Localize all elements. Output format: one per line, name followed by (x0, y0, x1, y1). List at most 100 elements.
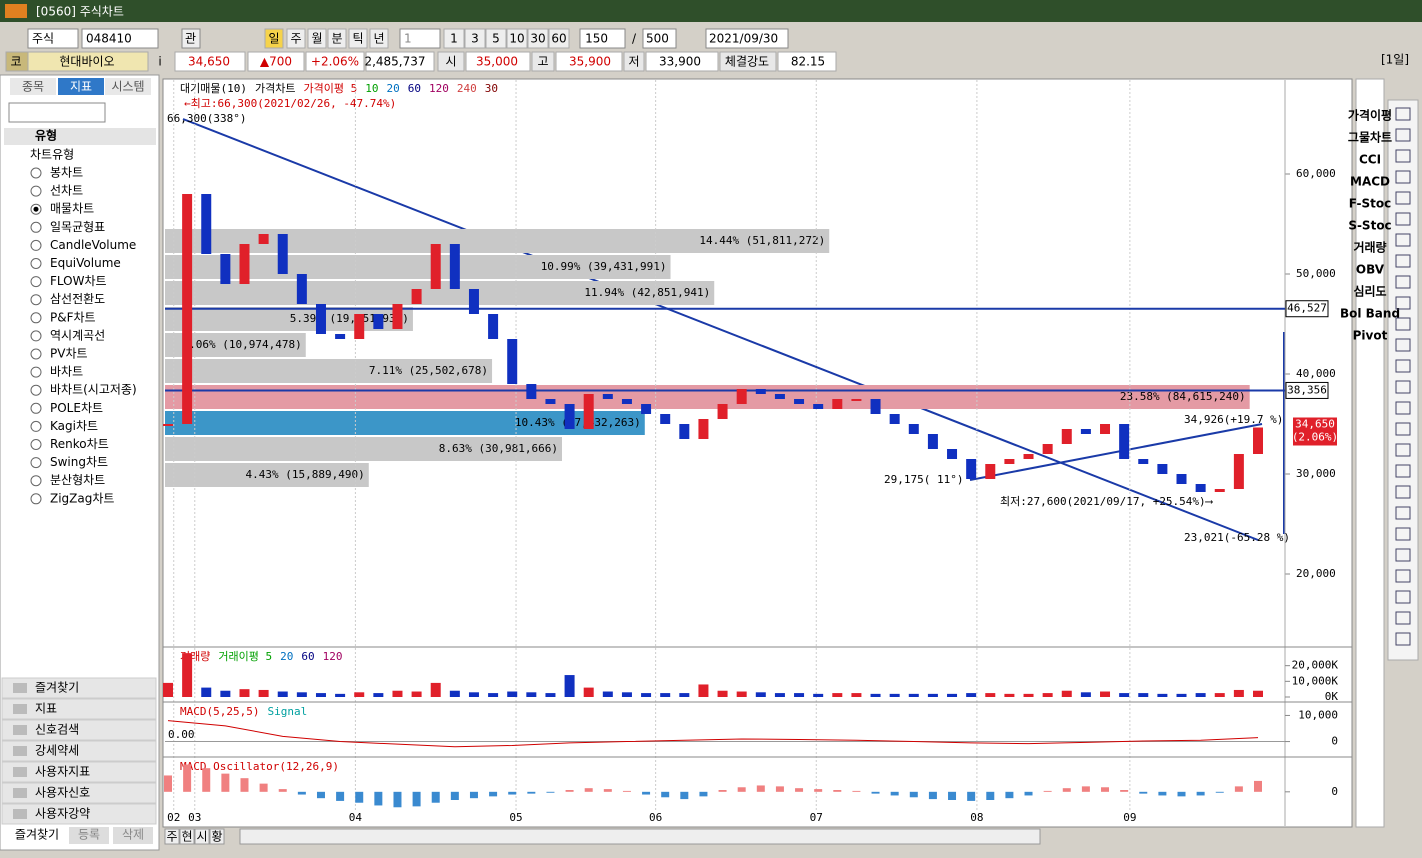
draw-tool[interactable] (1395, 212, 1411, 226)
chart-type[interactable]: Swing차트 (50, 455, 108, 469)
bottom-button[interactable] (209, 828, 225, 845)
chart-type[interactable]: 봉차트 (50, 166, 83, 180)
draw-tool[interactable] (1395, 359, 1411, 373)
chart-type[interactable]: PV차트 (50, 347, 88, 361)
count-button[interactable] (464, 28, 486, 49)
radio[interactable] (30, 457, 42, 469)
draw-tool[interactable] (1395, 317, 1411, 331)
draw-tool[interactable] (1395, 443, 1411, 457)
radio[interactable] (30, 439, 42, 450)
bottom-tab[interactable] (69, 827, 109, 844)
count-button[interactable] (506, 28, 528, 49)
indicator-tool[interactable]: CCI (1359, 153, 1381, 167)
indicator-tool[interactable]: S-Stoc (1348, 219, 1391, 233)
draw-tool[interactable] (1395, 590, 1411, 604)
chart-type[interactable]: Renko차트 (50, 437, 109, 451)
chart-type[interactable]: Kagi차트 (50, 419, 98, 433)
draw-tool[interactable] (1395, 422, 1411, 436)
chart-type[interactable]: 일목균형표 (50, 220, 105, 234)
draw-tool[interactable] (1395, 401, 1411, 415)
bottom-button[interactable] (194, 828, 210, 845)
draw-tool[interactable] (1395, 548, 1411, 562)
draw-tool[interactable] (1395, 170, 1411, 184)
interval-select[interactable] (399, 28, 441, 49)
chart-type[interactable]: ZigZag차트 (50, 491, 114, 505)
folder-row[interactable] (1, 782, 157, 804)
draw-tool[interactable] (1395, 611, 1411, 625)
bottom-tab[interactable] (9, 827, 65, 844)
draw-tool[interactable] (1395, 527, 1411, 541)
radio[interactable] (30, 312, 42, 324)
count-button[interactable] (527, 28, 549, 49)
draw-tool[interactable] (1395, 464, 1411, 478)
sidebar-tab[interactable] (10, 78, 56, 95)
chart-type[interactable]: 역시계곡선 (50, 328, 105, 342)
bottom-button[interactable] (179, 828, 195, 845)
period-button[interactable] (348, 28, 368, 49)
radio[interactable] (30, 185, 42, 197)
chart-type[interactable]: 선차트 (50, 184, 83, 198)
indicator-tool[interactable]: F-Stoc (1349, 197, 1392, 211)
bottom-button[interactable] (164, 828, 180, 845)
count-button[interactable] (485, 28, 507, 49)
indicator-tool[interactable]: MACD (1350, 175, 1390, 189)
draw-tool[interactable] (1395, 296, 1411, 310)
draw-tool[interactable] (1395, 275, 1411, 289)
code-input[interactable] (81, 28, 159, 49)
draw-tool[interactable] (1395, 485, 1411, 499)
sidebar-tab[interactable] (58, 78, 104, 95)
chart-type[interactable]: P&F차트 (50, 310, 96, 324)
date-input[interactable] (705, 28, 789, 49)
radio[interactable] (30, 294, 42, 306)
draw-tool[interactable] (1395, 191, 1411, 205)
radio[interactable] (30, 276, 42, 288)
folder-row[interactable] (1, 698, 157, 720)
radio[interactable] (30, 420, 42, 432)
period-button[interactable] (369, 28, 389, 49)
radio[interactable] (30, 239, 42, 251)
indicator-tool[interactable]: 그물차트 (1348, 130, 1392, 145)
period-button[interactable] (327, 28, 347, 49)
draw-tool[interactable] (1395, 632, 1411, 646)
bars-input[interactable] (579, 28, 626, 49)
period-button[interactable] (286, 28, 306, 49)
chart-type[interactable]: 바차트(시고저종) (50, 383, 137, 397)
chart-type[interactable]: EquiVolume (50, 256, 121, 270)
radio[interactable] (30, 330, 42, 342)
chart-type[interactable]: POLE차트 (50, 401, 103, 415)
indicator-tool[interactable]: Bol Band (1340, 307, 1400, 321)
radio[interactable] (30, 167, 42, 179)
radio[interactable] (30, 384, 42, 396)
draw-tool[interactable] (1395, 569, 1411, 583)
draw-tool[interactable] (1395, 254, 1411, 268)
indicator-tool[interactable]: Pivot (1353, 329, 1388, 343)
sidebar-search[interactable] (8, 102, 106, 123)
chart-type[interactable]: 삼선전환도 (50, 292, 105, 306)
market-select[interactable] (27, 28, 79, 49)
bottom-tab[interactable] (113, 827, 153, 844)
chart-type[interactable]: 바차트 (50, 365, 83, 379)
search-button[interactable] (181, 28, 201, 49)
folder-row[interactable] (1, 677, 157, 699)
draw-tool[interactable] (1395, 380, 1411, 394)
folder-row[interactable] (1, 719, 157, 741)
sidebar-tab[interactable] (105, 78, 151, 95)
draw-tool[interactable] (1395, 149, 1411, 163)
radio[interactable] (30, 402, 42, 414)
indicator-tool[interactable]: 거래량 (1353, 240, 1386, 255)
chart-type[interactable]: 매물차트 (50, 202, 94, 216)
folder-row[interactable] (1, 740, 157, 762)
indicator-tool[interactable]: 심리도 (1353, 284, 1386, 299)
draw-tool[interactable] (1395, 233, 1411, 247)
period-button[interactable] (307, 28, 327, 49)
radio[interactable] (30, 221, 42, 233)
scrollbar[interactable] (239, 828, 1041, 845)
folder-row[interactable] (1, 803, 157, 825)
chart-type[interactable]: CandleVolume (50, 238, 136, 252)
radio[interactable] (30, 258, 42, 269)
folder-row[interactable] (1, 761, 157, 783)
indicator-tool[interactable]: 가격이평 (1348, 108, 1392, 123)
period-button[interactable] (264, 28, 284, 49)
radio[interactable] (30, 493, 42, 505)
chart-type[interactable]: FLOW차트 (50, 274, 107, 288)
